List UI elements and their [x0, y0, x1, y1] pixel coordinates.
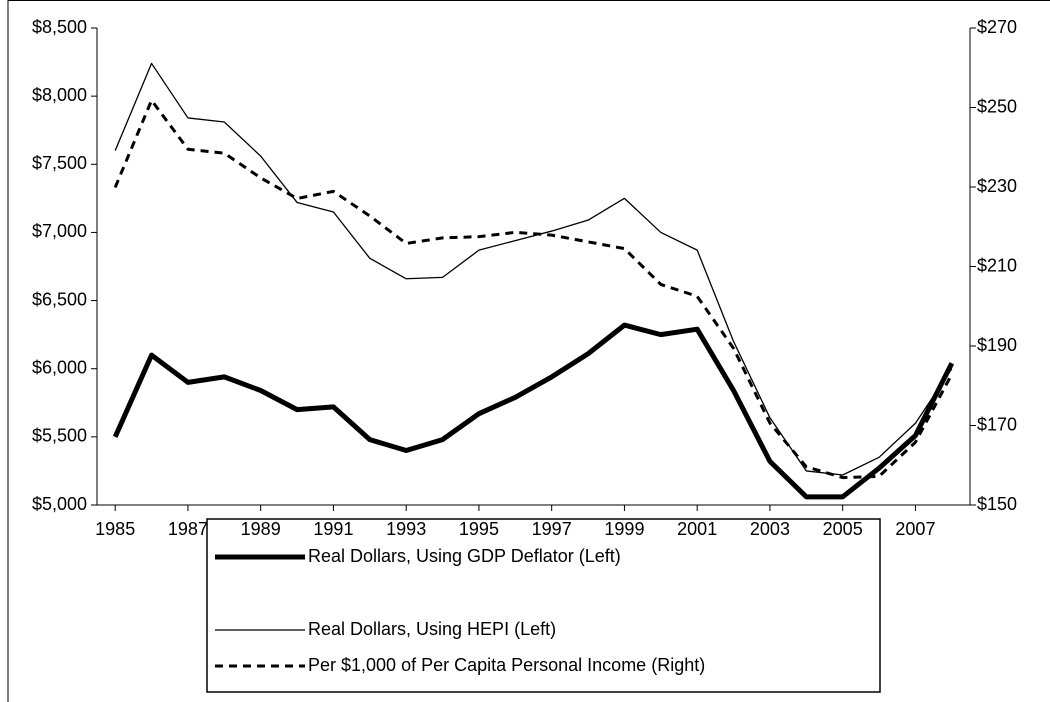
y-tick-label: $8,000	[32, 85, 87, 105]
y-tick-label: $8,500	[32, 17, 87, 37]
chart-frame	[7, 0, 1050, 702]
legend-box	[206, 518, 881, 693]
x-tick-label: 2005	[823, 519, 863, 539]
y-tick-label: $6,500	[32, 289, 87, 309]
y2-tick-label: $210	[977, 255, 1017, 275]
x-tick-label: 1993	[386, 519, 426, 539]
series-line	[113, 98, 954, 480]
legend-label: Real Dollars, Using GDP Deflator (Left)	[308, 546, 621, 566]
x-tick-label: 2001	[677, 519, 717, 539]
x-tick-label: 2003	[750, 519, 790, 539]
y2-tick-label: $230	[977, 176, 1017, 196]
y-tick-label: $5,000	[32, 494, 87, 514]
y2-tick-label: $150	[977, 494, 1017, 514]
x-tick-label: 1987	[168, 519, 208, 539]
y2-tick-label: $170	[977, 414, 1017, 434]
x-tick-label: 1989	[241, 519, 281, 539]
y-tick-label: $7,000	[32, 221, 87, 241]
series-line	[114, 62, 953, 476]
y-tick-label: $7,500	[32, 153, 87, 173]
y-tick-label: $6,000	[32, 357, 87, 377]
y2-tick-label: $190	[977, 335, 1017, 355]
y2-tick-label: $250	[977, 96, 1017, 116]
x-tick-label: 1999	[604, 519, 644, 539]
x-tick-label: 1995	[459, 519, 499, 539]
x-tick-label: 1985	[95, 519, 135, 539]
x-tick-label: 1991	[313, 519, 353, 539]
x-tick-label: 1997	[532, 519, 572, 539]
series-line	[112, 322, 955, 500]
y2-tick-label: $270	[977, 17, 1017, 37]
legend-label: Per $1,000 of Per Capita Personal Income…	[308, 655, 705, 675]
legend-label: Real Dollars, Using HEPI (Left)	[308, 619, 556, 639]
y-tick-label: $5,500	[32, 426, 87, 446]
x-tick-label: 2007	[895, 519, 935, 539]
